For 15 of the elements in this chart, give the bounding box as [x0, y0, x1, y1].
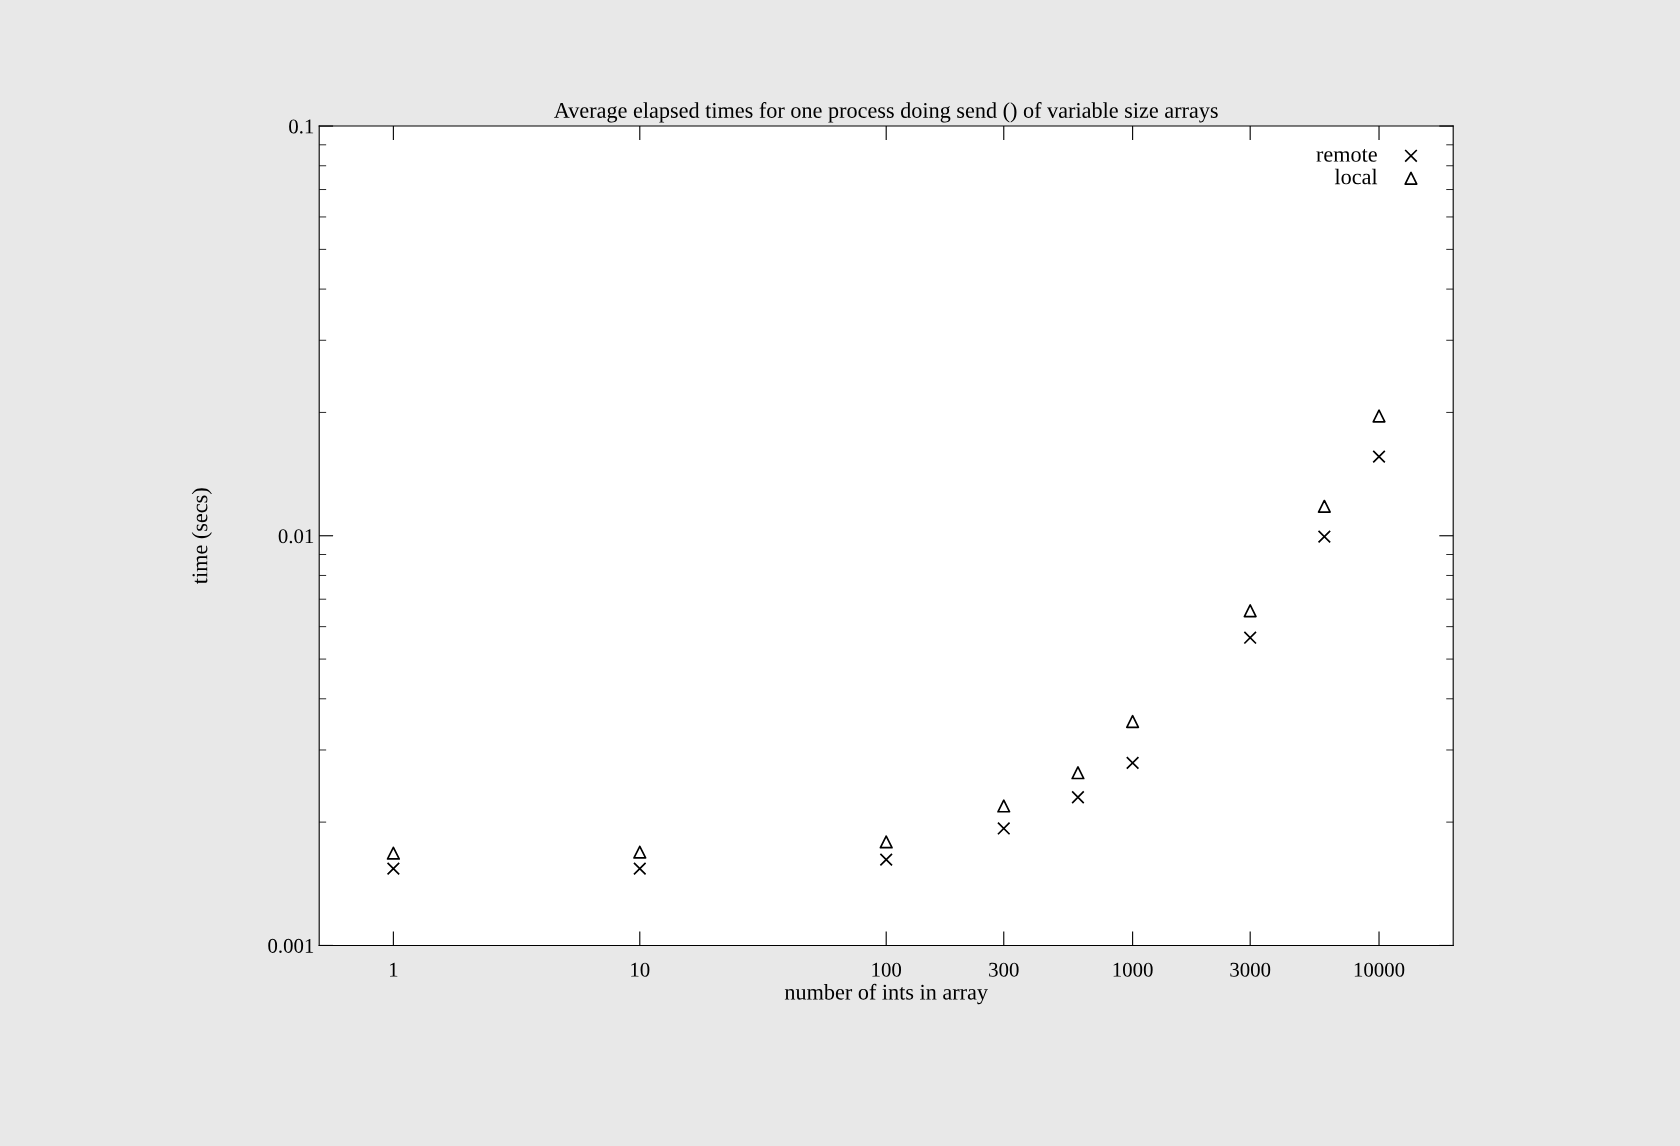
- x-tick-label: 300: [989, 962, 1019, 977]
- x-tick-label: 1: [390, 962, 398, 977]
- y-tick-label: 0.1: [289, 119, 314, 134]
- x-tick-label: 3000: [1230, 962, 1271, 977]
- y-tick-label: 0.001: [268, 938, 314, 953]
- x-tick-label: 1000: [1113, 962, 1153, 977]
- y-axis-title: time (secs): [191, 488, 212, 584]
- x-axis-title: number of ints in array: [784, 983, 988, 1005]
- x-tick-label: 100: [872, 962, 902, 977]
- legend-label: remote: [1316, 149, 1377, 162]
- y-tick-label: 0.01: [278, 529, 314, 544]
- x-tick-label: 10000: [1354, 962, 1405, 977]
- chart-title: Average elapsed times for one process doing send () of variable size arrays: [554, 102, 1218, 123]
- legend-label: local: [1334, 168, 1378, 185]
- x-tick-label: 10: [631, 962, 650, 977]
